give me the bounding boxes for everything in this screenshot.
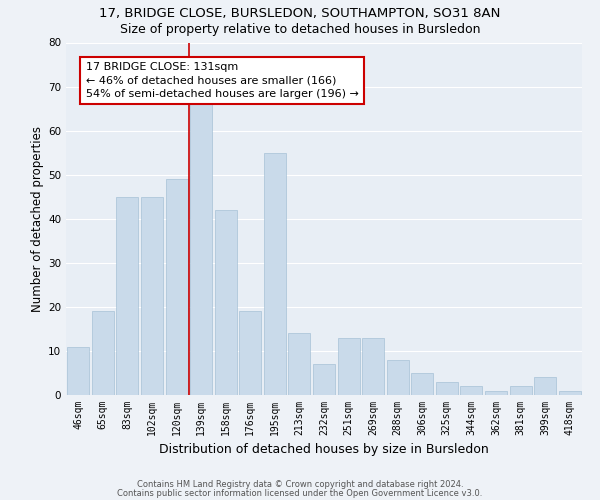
Y-axis label: Number of detached properties: Number of detached properties: [31, 126, 44, 312]
Bar: [338, 338, 359, 395]
Bar: [411, 373, 433, 395]
Bar: [239, 312, 262, 395]
Bar: [313, 364, 335, 395]
Bar: [190, 104, 212, 395]
Bar: [141, 196, 163, 395]
Bar: [436, 382, 458, 395]
Bar: [509, 386, 532, 395]
Text: 17, BRIDGE CLOSE, BURSLEDON, SOUTHAMPTON, SO31 8AN: 17, BRIDGE CLOSE, BURSLEDON, SOUTHAMPTON…: [100, 8, 500, 20]
Bar: [215, 210, 237, 395]
Bar: [362, 338, 384, 395]
Bar: [534, 378, 556, 395]
Bar: [264, 152, 286, 395]
Text: Size of property relative to detached houses in Bursledon: Size of property relative to detached ho…: [120, 22, 480, 36]
Bar: [116, 196, 139, 395]
Text: Contains public sector information licensed under the Open Government Licence v3: Contains public sector information licen…: [118, 488, 482, 498]
Bar: [386, 360, 409, 395]
Text: Contains HM Land Registry data © Crown copyright and database right 2024.: Contains HM Land Registry data © Crown c…: [137, 480, 463, 489]
Bar: [92, 312, 114, 395]
Bar: [460, 386, 482, 395]
Bar: [559, 390, 581, 395]
Bar: [67, 346, 89, 395]
X-axis label: Distribution of detached houses by size in Bursledon: Distribution of detached houses by size …: [159, 444, 489, 456]
Bar: [485, 390, 507, 395]
Bar: [166, 179, 188, 395]
Text: 17 BRIDGE CLOSE: 131sqm
← 46% of detached houses are smaller (166)
54% of semi-d: 17 BRIDGE CLOSE: 131sqm ← 46% of detache…: [86, 62, 359, 98]
Bar: [289, 334, 310, 395]
